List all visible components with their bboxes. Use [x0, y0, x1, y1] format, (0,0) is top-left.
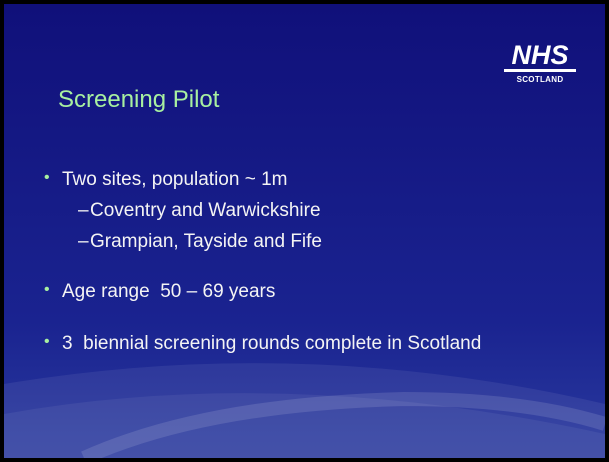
slide-title: Screening Pilot [58, 86, 220, 113]
sub-bullet: Coventry and Warwickshire [90, 200, 321, 221]
bullet-dot: • [44, 169, 50, 186]
sub-bullet: Grampian, Tayside and Fife [90, 231, 322, 252]
bullet-dot: • [44, 281, 50, 298]
swoosh [4, 393, 605, 458]
sub-dash: – [78, 231, 89, 252]
bullet: 3 biennial screening rounds complete in … [62, 333, 482, 354]
sub-dash: – [78, 200, 89, 221]
swoosh-arc [81, 391, 605, 458]
logo: NHS SCOTLAND [498, 42, 582, 84]
bullet: Two sites, population ~ 1m [62, 169, 288, 190]
bullet-dot: • [44, 333, 50, 350]
swoosh [4, 363, 605, 458]
bullet: Age range 50 – 69 years [62, 281, 276, 302]
logo-region: SCOTLAND [516, 75, 564, 84]
logo-name: NHS [511, 40, 569, 70]
logo-bar [504, 69, 576, 72]
background-swoosh [4, 363, 605, 458]
